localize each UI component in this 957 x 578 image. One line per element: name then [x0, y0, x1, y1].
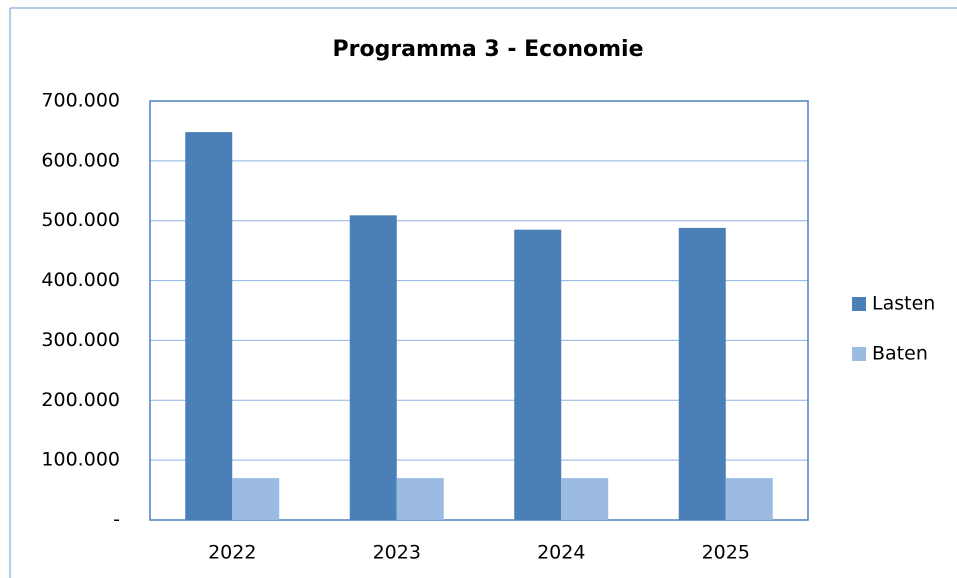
bar	[725, 478, 773, 520]
legend-swatch	[852, 297, 866, 311]
x-tick-label: 2025	[702, 542, 750, 564]
chart-title: Programma 3 - Economie	[333, 37, 644, 62]
y-tick-label: 600.000	[41, 149, 120, 171]
y-tick-label: -	[113, 509, 120, 531]
y-tick-label: 700.000	[41, 90, 120, 112]
x-tick-label: 2024	[537, 542, 585, 564]
bar	[396, 478, 444, 520]
plot-border	[149, 100, 809, 521]
bar	[349, 215, 397, 520]
y-tick-label: 200.000	[41, 389, 120, 411]
y-tick-label: 100.000	[41, 449, 120, 471]
bar	[678, 227, 726, 520]
x-tick-label: 2022	[208, 542, 256, 564]
y-tick-label: 300.000	[41, 329, 120, 351]
legend-label: Baten	[872, 343, 928, 365]
y-tick-label: 400.000	[41, 269, 120, 291]
x-tick-label: 2023	[373, 542, 421, 564]
y-tick-label: 500.000	[41, 209, 120, 231]
bar	[514, 229, 562, 520]
bar	[561, 478, 609, 520]
bar	[232, 478, 280, 520]
bar	[185, 132, 233, 520]
legend-label: Lasten	[872, 293, 935, 315]
legend-swatch	[852, 347, 866, 361]
